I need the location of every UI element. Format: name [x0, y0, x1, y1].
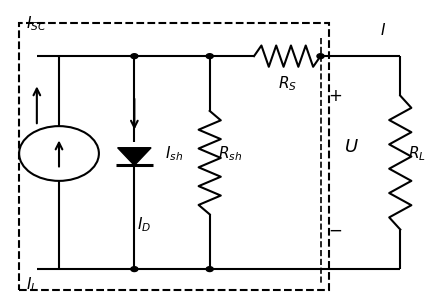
- Text: $I_{SC}$: $I_{SC}$: [26, 15, 46, 33]
- Text: $R_S$: $R_S$: [278, 74, 297, 93]
- Circle shape: [131, 267, 138, 271]
- Circle shape: [317, 54, 324, 59]
- Text: $I_D$: $I_D$: [136, 216, 151, 234]
- Text: $I$: $I$: [380, 22, 386, 38]
- Text: $R_L$: $R_L$: [408, 144, 426, 163]
- Text: $-$: $-$: [329, 220, 343, 239]
- Text: $+$: $+$: [329, 87, 343, 105]
- Text: $I_L$: $I_L$: [26, 275, 37, 294]
- Circle shape: [206, 267, 213, 271]
- Circle shape: [206, 54, 213, 59]
- Text: $I_{sh}$: $I_{sh}$: [165, 144, 183, 163]
- Circle shape: [131, 54, 138, 59]
- Text: $R_{sh}$: $R_{sh}$: [218, 144, 242, 163]
- Text: $U$: $U$: [344, 138, 359, 156]
- Polygon shape: [118, 148, 151, 165]
